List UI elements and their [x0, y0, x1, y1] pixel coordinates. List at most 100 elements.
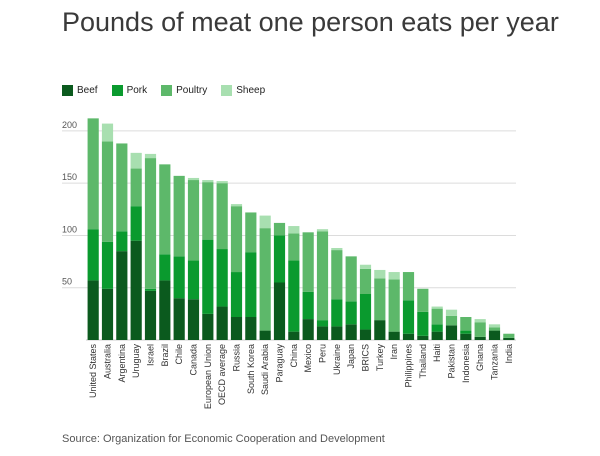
bar-segment-poultry-china [288, 233, 300, 261]
bar-segment-beef-uruguay [130, 240, 142, 340]
bar-segment-beef-brazil [159, 280, 171, 340]
bar-segment-beef-australia [101, 288, 114, 340]
bar-segment-beef-ukraine [331, 326, 343, 340]
category-label-india: India [504, 344, 514, 364]
bar-segment-sheep-tanzania [488, 324, 501, 328]
bar-segment-poultry-turkey [374, 278, 386, 321]
category-label-peru: Peru [318, 344, 328, 363]
bar-segment-sheep-turkey [374, 269, 386, 279]
bar-segment-pork-mexico [302, 291, 314, 320]
bar-segment-sheep-australia [101, 123, 114, 142]
category-label-australia: Australia [103, 344, 113, 379]
bar-segment-pork-china [288, 260, 300, 332]
category-label-chile: Chile [174, 344, 184, 365]
bar-segment-sheep-uruguay [130, 152, 142, 169]
category-label-tanzania: Tanzania [490, 344, 500, 380]
bar-segment-poultry-chile [173, 175, 185, 257]
bar-segment-sheep-brics [359, 264, 372, 269]
legend-swatch-sheep [221, 85, 233, 96]
bar-segment-poultry-oecd-average [216, 183, 228, 250]
bar-segment-beef-mexico [302, 319, 314, 340]
bar-segment-pork-european-union [202, 239, 214, 314]
bar-segment-pork-israel [144, 288, 157, 291]
category-label-ghana: Ghana [475, 344, 485, 371]
bar-segment-poultry-brazil [159, 164, 171, 255]
category-label-paraguay: Paraguay [275, 344, 285, 383]
bar-segment-beef-european-union [202, 313, 214, 340]
bar-segment-poultry-iran [388, 279, 400, 332]
bar-segment-pork-philippines [402, 300, 415, 334]
bar-segment-pork-russia [230, 272, 243, 317]
bar-segment-beef-turkey [374, 320, 386, 340]
bar-segment-beef-ghana [474, 336, 486, 340]
bar-segment-pork-argentina [116, 231, 128, 252]
bar-segment-poultry-brics [359, 268, 372, 294]
bar-segment-pork-united-states [87, 229, 99, 281]
bar-segment-pork-ukraine [331, 299, 343, 327]
category-label-russia: Russia [232, 344, 242, 372]
bar-segment-pork-brazil [159, 254, 171, 281]
bar-segment-pork-peru [316, 320, 329, 327]
bar-segment-poultry-haiti [431, 308, 443, 325]
bar-segment-sheep-european-union [202, 180, 214, 183]
bar-segment-poultry-european-union [202, 182, 214, 240]
bar-segment-beef-chile [173, 298, 185, 340]
bar-segment-poultry-india [503, 333, 515, 338]
legend-label-sheep: Sheep [236, 85, 266, 96]
bar-segment-beef-china [288, 331, 300, 340]
bar-segment-poultry-indonesia [460, 317, 472, 331]
bar-segment-pork-south-korea [245, 252, 257, 317]
bar-segment-beef-iran [388, 331, 400, 340]
category-label-mexico: Mexico [303, 344, 313, 373]
category-label-philippines: Philippines [404, 344, 414, 388]
bar-segment-pork-paraguay [273, 235, 286, 283]
bar-segment-poultry-australia [101, 141, 114, 242]
bar-segment-poultry-ukraine [331, 250, 343, 300]
category-label-european-union: European Union [203, 344, 213, 409]
legend-label-pork: Pork [126, 85, 148, 96]
bar-segment-sheep-israel [144, 153, 157, 159]
bar-segment-poultry-ghana [474, 322, 486, 337]
bar-segment-beef-oecd-average [216, 306, 228, 340]
bar-segment-beef-russia [230, 317, 243, 340]
bar-segment-beef-united-states [87, 280, 99, 340]
legend-swatch-beef [62, 85, 73, 96]
bar-segment-poultry-peru [316, 231, 329, 321]
bar-segment-beef-india [503, 337, 515, 340]
bar-segment-poultry-saudi-arabia [259, 228, 271, 331]
bar-segment-pork-australia [101, 241, 114, 289]
bar-segment-sheep-russia [230, 204, 243, 207]
bar-segment-poultry-south-korea [245, 212, 257, 253]
bar-segment-beef-pakistan [445, 325, 458, 340]
bar-segment-pork-chile [173, 256, 185, 299]
bar-segment-beef-south-korea [245, 317, 257, 340]
bar-segment-poultry-paraguay [273, 222, 286, 236]
category-label-brics: BRICS [361, 344, 371, 372]
bar-segment-poultry-philippines [402, 272, 415, 301]
bar-segment-beef-peru [316, 326, 329, 340]
bar-segment-poultry-tanzania [488, 327, 501, 331]
bar-segment-sheep-ghana [474, 319, 486, 323]
category-label-canada: Canada [189, 344, 199, 376]
bar-segment-sheep-pakistan [445, 309, 458, 316]
bar-segment-pork-indonesia [460, 330, 472, 334]
bar-segment-poultry-united-states [87, 118, 99, 230]
category-label-pakistan: Pakistan [447, 344, 457, 379]
bar-segment-poultry-japan [345, 256, 357, 302]
category-label-iran: Iran [389, 344, 399, 360]
y-tick-label-100: 100 [62, 224, 77, 234]
bar-segment-sheep-canada [187, 177, 200, 181]
bar-segment-beef-indonesia [460, 333, 472, 340]
source-note: Source: Organization for Economic Cooper… [62, 433, 385, 445]
bar-segment-beef-thailand [417, 335, 429, 340]
bar-segment-sheep-saudi-arabia [259, 215, 271, 229]
bar-segment-poultry-pakistan [445, 315, 458, 326]
bar-segment-poultry-israel [144, 158, 157, 289]
bar-segment-pork-canada [187, 260, 200, 300]
bar-segment-beef-israel [144, 290, 157, 340]
legend-swatch-poultry [161, 85, 173, 96]
bar-segment-poultry-thailand [417, 288, 429, 312]
bar-segment-pork-brics [359, 294, 372, 330]
legend: Beef Pork Poultry Sheep [62, 85, 265, 96]
bar-segment-pork-oecd-average [216, 249, 228, 307]
